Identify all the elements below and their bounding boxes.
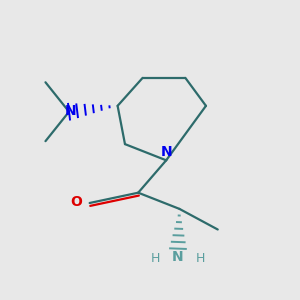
Text: N: N — [160, 145, 172, 159]
Text: N: N — [172, 250, 184, 264]
Text: H: H — [151, 252, 160, 265]
Text: O: O — [70, 194, 82, 208]
Text: H: H — [196, 252, 205, 265]
Text: N: N — [65, 104, 76, 118]
